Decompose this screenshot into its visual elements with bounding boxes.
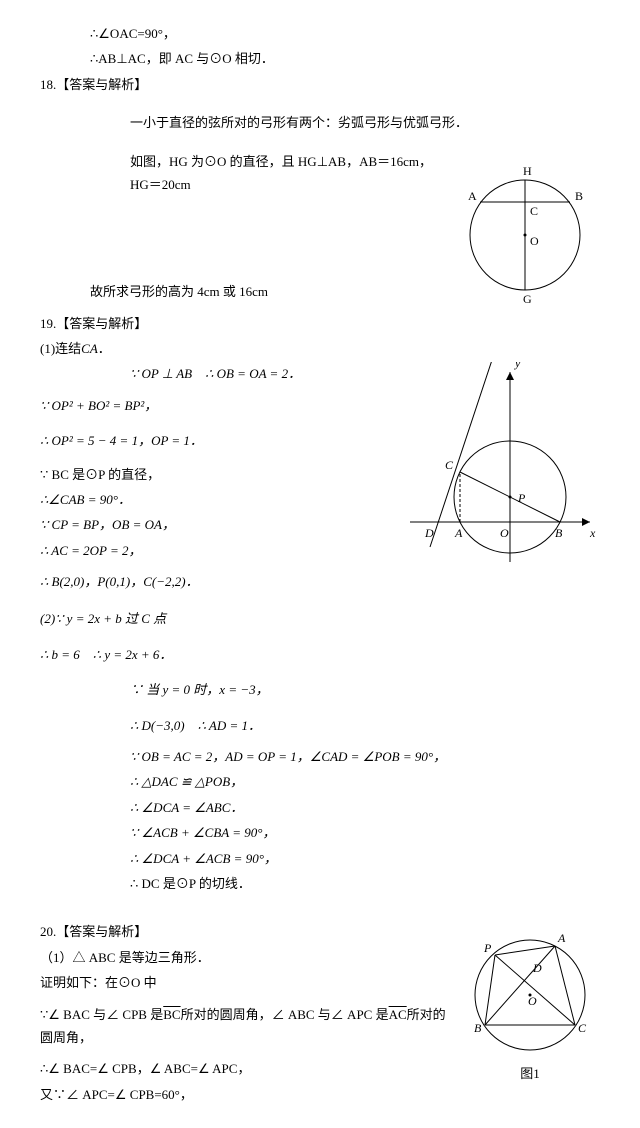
svg-text:D: D bbox=[424, 526, 434, 540]
figure-circle-hg: H G A B C O bbox=[450, 150, 600, 310]
q20-eq2: 又∵∠ APC=∠ CPB=60°， bbox=[40, 1083, 600, 1106]
q19-1-ca: CA bbox=[81, 341, 98, 356]
arc-bc: BC bbox=[163, 1007, 180, 1022]
svg-text:x: x bbox=[589, 526, 596, 540]
label-o: O bbox=[530, 234, 539, 248]
q18-header: 18.【答案与解析】 bbox=[40, 73, 600, 96]
dca-abc: ∴ ∠DCA = ∠ABC． bbox=[40, 796, 600, 819]
figure-coordinate: y x C P D A O B bbox=[390, 362, 600, 592]
q19-1-suffix: ． bbox=[98, 341, 111, 356]
acb-cba: ∵ ∠ACB + ∠CBA = 90°， bbox=[40, 821, 600, 844]
svg-text:A: A bbox=[557, 931, 566, 945]
congruent: ∴ △DAC ≌ △POB， bbox=[40, 770, 600, 793]
dca-acb: ∴ ∠DCA + ∠ACB = 90°， bbox=[40, 847, 600, 870]
q18-text1: 一小于直径的弦所对的弓形有两个：劣弧弓形与优弧弓形． bbox=[40, 111, 600, 134]
label-g: G bbox=[523, 292, 532, 306]
svg-text:O: O bbox=[528, 994, 537, 1008]
arc-ac: AC bbox=[389, 1007, 407, 1022]
label-h: H bbox=[523, 164, 532, 178]
d-point: ∴ D(−3,0) ∴ AD = 1． bbox=[40, 714, 600, 737]
q19-2-start: (2)∵ y = 2x + b 过 C 点 bbox=[40, 607, 600, 630]
svg-text:B: B bbox=[555, 526, 563, 540]
t30a: ∵∠ BAC 与∠ CPB 是 bbox=[40, 1007, 163, 1022]
label-a: A bbox=[468, 189, 477, 203]
step-ab-perp-ac: ∴AB⊥AC，即 AC 与⊙O 相切． bbox=[40, 47, 600, 70]
q19-1-prefix: (1)连结 bbox=[40, 341, 81, 356]
t30b: 所对的圆周角，∠ ABC 与∠ APC 是 bbox=[181, 1007, 389, 1022]
svg-text:P: P bbox=[483, 941, 492, 955]
svg-text:B: B bbox=[474, 1021, 482, 1035]
y0: ∵ 当 y = 0 时，x = −3， bbox=[40, 678, 600, 701]
ob-ac: ∵ OB = AC = 2，AD = OP = 1，∠CAD = ∠POB = … bbox=[40, 745, 600, 768]
svg-text:y: y bbox=[514, 362, 521, 370]
svg-text:C: C bbox=[445, 458, 454, 472]
b6: ∴ b = 6 ∴ y = 2x + 6． bbox=[40, 643, 600, 666]
fig3-caption: 图1 bbox=[460, 1062, 600, 1085]
svg-text:O: O bbox=[500, 526, 509, 540]
step-oac-90: ∴∠OAC=90°， bbox=[40, 22, 600, 45]
q19-1-start: (1)连结CA． bbox=[40, 337, 600, 360]
svg-text:C: C bbox=[578, 1021, 587, 1035]
figure-triangle-circle: A P D O B C 图1 bbox=[460, 920, 600, 1085]
q19-header: 19.【答案与解析】 bbox=[40, 312, 600, 335]
svg-text:A: A bbox=[454, 526, 463, 540]
svg-text:D: D bbox=[532, 961, 542, 975]
dc-tangent: ∴ DC 是⊙P 的切线． bbox=[40, 872, 600, 895]
label-b: B bbox=[575, 189, 583, 203]
svg-text:P: P bbox=[517, 491, 526, 505]
label-c: C bbox=[530, 204, 538, 218]
